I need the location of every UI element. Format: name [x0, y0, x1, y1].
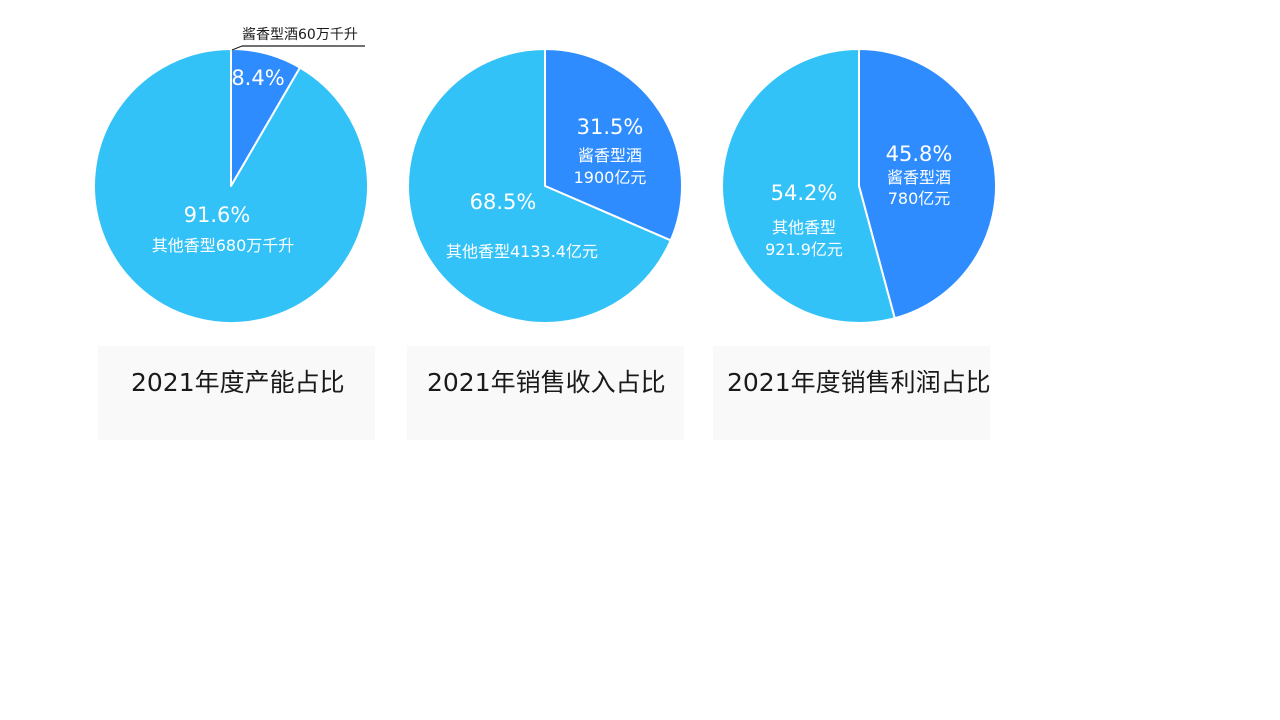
callout-production-sauce: 酱香型酒60万千升	[242, 27, 358, 43]
chart-title-production: 2021年度产能占比	[131, 368, 345, 397]
slice-revenue-other[interactable]	[407, 48, 672, 324]
label-profit-other-detail: 其他香型	[772, 218, 836, 237]
label-revenue-sauce-detail: 酱香型酒	[578, 146, 642, 165]
label-production-sauce-percent: 8.4%	[231, 66, 284, 90]
caption-box-profit	[713, 346, 990, 440]
slice-profit-other[interactable]	[721, 48, 896, 324]
label-revenue-sauce-detail2: 1900亿元	[574, 168, 647, 187]
label-revenue-sauce-percent: 31.5%	[577, 115, 644, 139]
caption-box-revenue	[407, 346, 684, 440]
label-profit-sauce-detail2: 780亿元	[888, 189, 951, 208]
slice-production-other[interactable]	[93, 48, 369, 324]
label-profit-other-percent: 54.2%	[771, 181, 838, 205]
pie-production: 酱香型酒60万千升 8.4% 91.6% 其他香型680万千升	[93, 27, 369, 324]
label-production-other-percent: 91.6%	[184, 203, 251, 227]
pie-revenue: 31.5% 酱香型酒 1900亿元 68.5% 其他香型4133.4亿元	[407, 48, 683, 324]
label-profit-sauce-percent: 45.8%	[886, 142, 953, 166]
pie-charts-svg: 酱香型酒60万千升 8.4% 91.6% 其他香型680万千升 31.5% 酱香…	[93, 27, 997, 324]
chart-title-profit: 2021年度销售利润占比	[727, 368, 991, 397]
callout-leader	[231, 45, 243, 51]
label-production-other-detail: 其他香型680万千升	[152, 236, 295, 255]
label-revenue-other-percent: 68.5%	[470, 190, 537, 214]
slice-profit-sauce[interactable]	[858, 48, 997, 320]
chart-title-revenue: 2021年销售收入占比	[427, 368, 666, 397]
label-profit-other-detail2: 921.9亿元	[765, 240, 843, 259]
label-revenue-other-detail: 其他香型4133.4亿元	[446, 242, 598, 261]
slice-revenue-sauce[interactable]	[544, 48, 683, 242]
caption-box-production	[98, 346, 375, 440]
pie-profit: 45.8% 酱香型酒 780亿元 54.2% 其他香型 921.9亿元	[721, 48, 997, 324]
label-profit-sauce-detail: 酱香型酒	[887, 168, 951, 187]
